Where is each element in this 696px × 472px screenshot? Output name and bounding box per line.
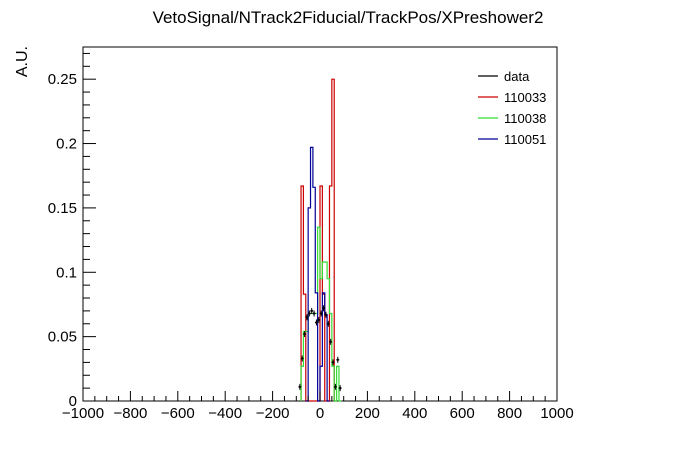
x-tick-label: −1000 [62,405,104,422]
legend-item-data: data [478,69,530,84]
data-point [326,320,330,327]
data-point [307,310,311,317]
data-point [338,385,342,392]
chart-title: VetoSignal/NTrack2Fiducial/TrackPos/XPre… [153,8,544,27]
legend-item-110038: 110038 [478,111,546,126]
y-tick-label: 0 [69,393,77,410]
y-tick-label: 0.05 [48,329,77,346]
x-tick-label: −200 [256,405,290,422]
x-tick-label: −800 [114,405,148,422]
data-point [333,383,337,390]
data-point [312,310,316,317]
x-tick-label: 0 [316,405,324,422]
data-point [322,305,326,312]
x-tick-label: −600 [161,405,195,422]
data-points-layer [298,305,342,392]
data-point [324,311,328,318]
data-point [331,359,335,366]
legend-label: 110051 [504,132,546,147]
y-axis: 0 0.05 0.1 0.15 0.2 0.25 [48,52,96,410]
series-110033-histogram [300,78,337,402]
data-point [310,307,314,314]
y-axis-label: A.U. [14,46,31,77]
legend-label: 110038 [504,111,546,126]
data-point [329,338,333,345]
y-tick-label: 0.15 [48,200,77,217]
legend-item-110033: 110033 [478,90,546,105]
y-tick-label: 0.2 [56,136,77,153]
legend-item-110051: 110051 [478,132,546,147]
data-point [300,355,304,362]
data-point [319,310,323,317]
x-tick-label: 800 [497,405,522,422]
legend-label: data [504,69,530,84]
y-tick-label: 0.1 [56,264,77,281]
data-point [305,314,309,321]
series-110051-histogram [305,146,330,402]
x-axis: −1000 −800 −600 −400 −200 0 200 400 600 800 1000 [62,391,574,422]
legend-label: 110033 [504,90,546,105]
y-tick-label: 0.25 [48,71,77,88]
data-point [317,316,321,323]
data-point [298,383,302,390]
x-tick-label: 200 [355,405,380,422]
legend: data 110033 110038 110051 [478,69,546,147]
data-point [314,319,318,326]
histogram-layer [300,78,342,402]
x-tick-label: 400 [402,405,427,422]
x-tick-label: 600 [450,405,475,422]
data-point [336,356,340,363]
x-tick-label: 1000 [540,405,573,422]
x-tick-label: −400 [208,405,242,422]
data-point [303,331,307,338]
